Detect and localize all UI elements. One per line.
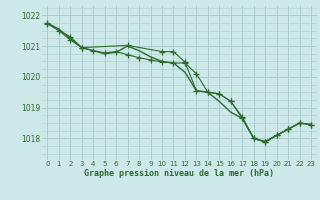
X-axis label: Graphe pression niveau de la mer (hPa): Graphe pression niveau de la mer (hPa)	[84, 169, 274, 178]
